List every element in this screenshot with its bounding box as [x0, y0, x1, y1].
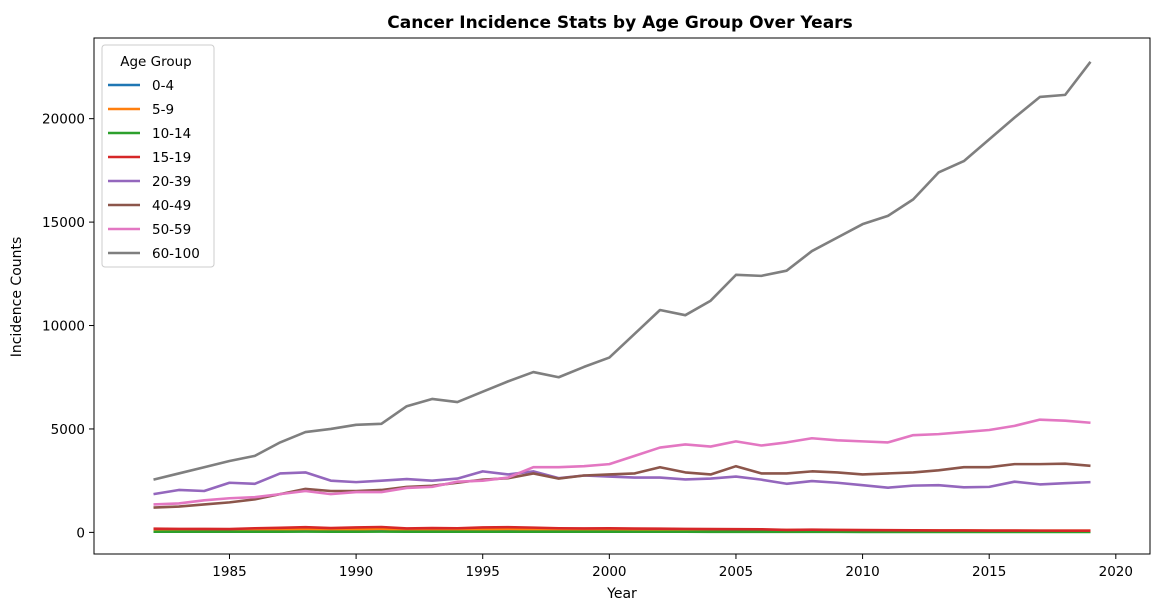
series-line-50-59	[153, 418, 1091, 506]
chart-title: Cancer Incidence Stats by Age Group Over…	[387, 13, 852, 33]
legend-entry: 60-100	[152, 246, 200, 262]
legend-title: Age Group	[120, 54, 192, 70]
series-lines	[153, 61, 1092, 534]
legend-box	[101, 44, 215, 268]
x-tick-label: 1995	[466, 564, 500, 580]
series-line-20-39	[153, 470, 1091, 496]
x-axis-label: Year	[606, 586, 637, 602]
y-tick-label: 15000	[42, 215, 85, 231]
legend-entry: 40-49	[152, 198, 191, 214]
legend-entry: 15-19	[152, 150, 191, 166]
legend: Age Group 0-4 5-9 10-14 15-19 20-39 40-49 50-5…	[101, 44, 215, 268]
x-tick-label: 2020	[1099, 564, 1133, 580]
y-tick-label: 5000	[51, 422, 85, 438]
x-tick-label: 2005	[719, 564, 753, 580]
series-line-40-49	[153, 462, 1091, 509]
legend-entry: 0-4	[152, 78, 174, 94]
x-tick-label: 1985	[212, 564, 246, 580]
legend-entry: 5-9	[152, 102, 174, 118]
x-tick-label: 2000	[592, 564, 626, 580]
legend-entry: 20-39	[152, 174, 191, 190]
series-line-60-100	[153, 61, 1092, 481]
x-tick-label: 2015	[972, 564, 1006, 580]
y-tick-label: 10000	[42, 319, 85, 335]
x-tick-label: 1990	[339, 564, 373, 580]
x-tick-label: 2010	[845, 564, 879, 580]
legend-entry: 50-59	[152, 222, 191, 238]
axis-ticks: 1985 1990 1995 2000 2005 2010 2015 2020 0 5000 100…	[42, 112, 1133, 580]
y-tick-label: 20000	[42, 112, 85, 128]
legend-entry: 10-14	[152, 126, 191, 142]
y-axis-label: Incidence Counts	[9, 237, 25, 358]
y-tick-label: 0	[76, 525, 85, 541]
series-line-15-19	[153, 525, 1091, 533]
